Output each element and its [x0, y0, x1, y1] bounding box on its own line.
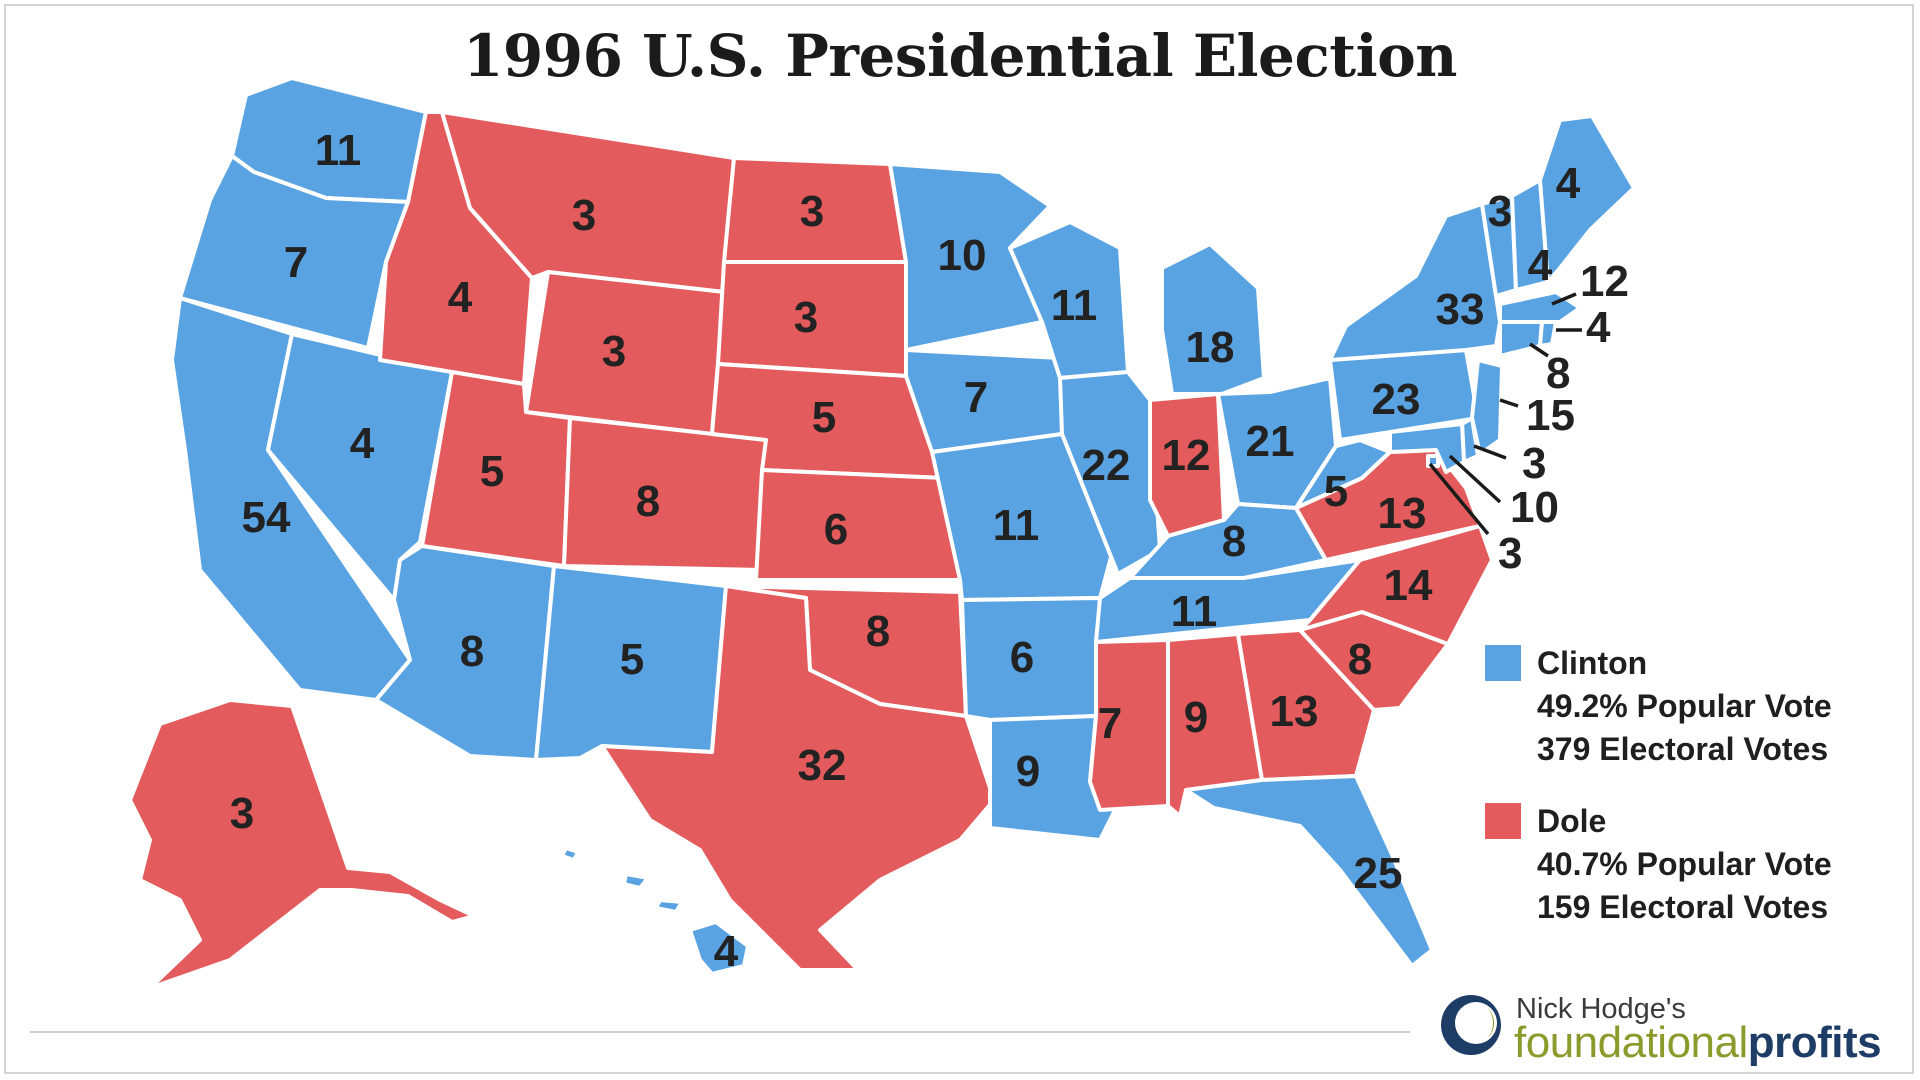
legend-dole: Dole 40.7% Popular Vote 159 Electoral Vo…	[1537, 800, 1832, 929]
state-hi-islands	[560, 846, 580, 862]
ev-label-tn: 11	[1171, 587, 1218, 636]
leader-line-de	[1473, 444, 1507, 460]
ev-label-wi: 11	[1051, 281, 1098, 330]
legend-clinton-name: Clinton	[1537, 645, 1648, 681]
state-hi-islands	[654, 898, 684, 914]
ev-label-ky: 8	[1222, 517, 1246, 566]
ev-label-nm: 5	[620, 635, 644, 684]
ev-label-co: 8	[636, 477, 660, 526]
ev-label-ri: 4	[1586, 303, 1611, 352]
map-title: 1996 U.S. Presidential Election	[463, 22, 1457, 90]
state-nj[interactable]	[1470, 358, 1504, 456]
state-fl[interactable]	[1184, 774, 1434, 968]
leader-line-nj	[1499, 398, 1519, 408]
state-ny[interactable]	[1328, 202, 1502, 362]
ev-label-me: 4	[1556, 159, 1581, 208]
state-me[interactable]	[1538, 114, 1636, 284]
brand-owner: Nick Hodge's	[1516, 993, 1686, 1025]
leader-line-ma	[1551, 292, 1577, 306]
ev-label-ne: 5	[812, 393, 836, 442]
legend-clinton-popular: 49.2% Popular Vote	[1537, 688, 1832, 724]
state-ak[interactable]	[128, 698, 476, 990]
brand-word-profits: profits	[1747, 1018, 1882, 1067]
state-md[interactable]	[1388, 422, 1466, 474]
legend-dole-popular: 40.7% Popular Vote	[1537, 846, 1832, 882]
ev-label-ct: 8	[1546, 349, 1570, 398]
legend-clinton: Clinton 49.2% Popular Vote 379 Electoral…	[1537, 642, 1832, 771]
ev-label-mn: 10	[938, 231, 987, 280]
ev-label-sc: 8	[1348, 635, 1372, 684]
state-co[interactable]	[562, 416, 768, 572]
ev-label-ma: 12	[1580, 257, 1629, 306]
ev-label-id: 4	[448, 273, 473, 322]
image-frame	[4, 4, 1914, 1074]
legend-dole-electoral: 159 Electoral Votes	[1537, 889, 1829, 925]
leader-line-ct	[1529, 342, 1549, 358]
ev-label-al: 9	[1184, 693, 1208, 742]
ev-label-ar: 6	[1010, 633, 1034, 682]
legend-swatch-clinton	[1485, 645, 1521, 681]
ev-label-de: 3	[1522, 439, 1546, 488]
state-hi[interactable]	[688, 920, 750, 976]
brand-name: foundationalprofits	[1514, 1018, 1882, 1068]
state-wv[interactable]	[1294, 438, 1392, 510]
ev-label-sd: 3	[794, 293, 818, 342]
ev-label-ny: 33	[1436, 285, 1485, 334]
ev-label-la: 9	[1016, 747, 1040, 796]
ev-label-ut: 5	[480, 447, 504, 496]
ev-label-az: 8	[460, 627, 484, 676]
ev-label-il: 22	[1082, 441, 1131, 490]
ev-label-nj: 15	[1526, 391, 1575, 440]
ev-label-ia: 7	[964, 373, 988, 422]
ev-label-mi: 18	[1186, 323, 1235, 372]
legend-swatch-dole	[1485, 803, 1521, 839]
ev-label-fl: 25	[1354, 849, 1403, 898]
ev-label-wv: 5	[1324, 467, 1348, 516]
ev-label-dc: 3	[1498, 529, 1522, 578]
ev-label-ak: 3	[230, 789, 254, 838]
ev-label-tx: 32	[798, 741, 847, 790]
state-hi-islands	[622, 872, 650, 890]
ev-label-nd: 3	[800, 187, 824, 236]
ev-label-nc: 14	[1384, 561, 1433, 610]
brand-logo-icon	[1441, 995, 1501, 1055]
state-ga[interactable]	[1236, 628, 1376, 782]
ev-label-mo: 11	[993, 501, 1040, 550]
ev-label-wa: 11	[315, 126, 362, 175]
ev-label-ok: 8	[866, 607, 890, 656]
ev-label-md: 10	[1510, 483, 1559, 532]
ev-label-vt: 3	[1488, 187, 1512, 236]
state-mi[interactable]	[1160, 242, 1266, 396]
ev-label-pa: 23	[1372, 375, 1421, 424]
ev-label-nh: 4	[1528, 241, 1553, 290]
ev-label-mt: 3	[572, 191, 596, 240]
legend-clinton-electoral: 379 Electoral Votes	[1537, 731, 1829, 767]
ev-label-in: 12	[1162, 431, 1211, 480]
ev-label-nv: 4	[350, 419, 375, 468]
leader-line-dc	[1428, 462, 1490, 536]
ev-label-ks: 6	[824, 505, 848, 554]
state-nc[interactable]	[1298, 524, 1494, 646]
ev-label-or: 7	[284, 238, 308, 287]
ev-label-hi: 4	[714, 927, 739, 976]
state-ri[interactable]	[1538, 320, 1558, 348]
leader-line-md	[1448, 454, 1502, 504]
brand-word-foundational: foundational	[1514, 1018, 1748, 1067]
legend-dole-name: Dole	[1537, 803, 1607, 839]
ev-label-ms: 7	[1098, 699, 1122, 748]
ev-label-ga: 13	[1270, 687, 1319, 736]
ev-label-oh: 21	[1246, 417, 1295, 466]
footer-divider	[30, 1031, 1410, 1033]
state-tx[interactable]	[600, 584, 996, 972]
state-ct[interactable]	[1498, 320, 1544, 358]
ev-label-ca: 54	[242, 493, 291, 542]
state-ks[interactable]	[754, 468, 962, 582]
ev-label-va: 13	[1378, 489, 1427, 538]
ev-label-wy: 3	[602, 327, 626, 376]
